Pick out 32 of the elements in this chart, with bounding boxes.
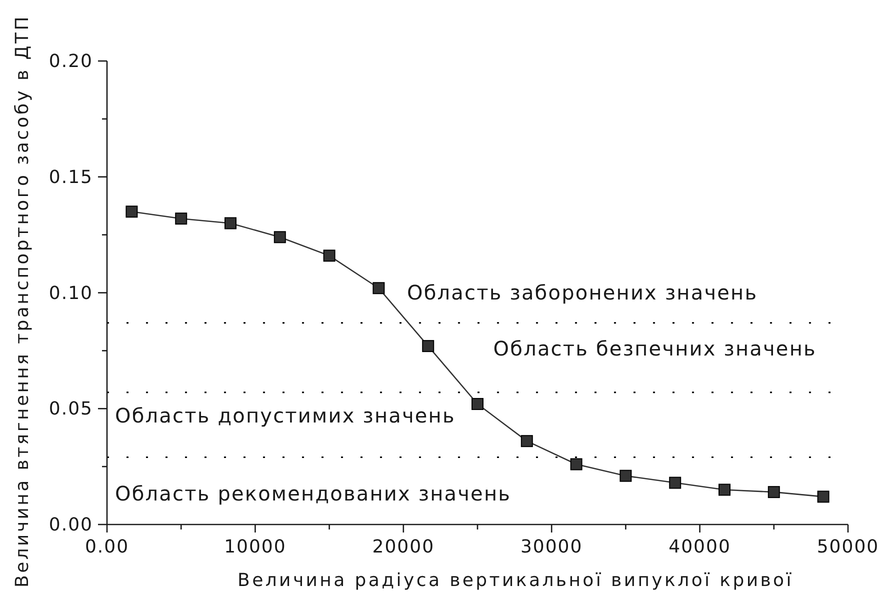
x-tick-label: 40000 (668, 536, 731, 557)
x-tick-label: 0.00 (84, 536, 130, 557)
x-tick-label: 20000 (372, 536, 435, 557)
point (520, 435, 533, 448)
point (126, 206, 138, 218)
point (323, 250, 336, 262)
point (274, 231, 286, 244)
x-tick-label: 30000 (520, 536, 583, 557)
point (669, 476, 682, 489)
point (817, 490, 830, 503)
point (718, 484, 731, 496)
y-tick-label: 0.20 (48, 50, 93, 72)
y-tick-label: 0.05 (48, 398, 93, 420)
annotation: Область допустимих значень (115, 403, 456, 428)
point (768, 486, 780, 498)
y-tick-label: 0.00 (48, 514, 93, 535)
y-axis-title: Величина втягнення транспортного засобу в ДТП (12, 14, 32, 588)
annotation: Область заборонених значень (407, 280, 758, 305)
y-tick-label: 0.15 (48, 166, 93, 188)
x-axis-title: Величина радіуса вертикальної випуклої кривої (238, 570, 794, 590)
point (224, 217, 236, 230)
point (472, 398, 484, 410)
annotation: Область рекомендованих значень (115, 482, 512, 506)
y-tick-label: 0.10 (48, 282, 93, 304)
point (175, 212, 188, 225)
point (422, 340, 434, 352)
point (620, 470, 632, 482)
point (372, 282, 385, 294)
annotation: Область безпечних значень (493, 336, 816, 361)
point (570, 458, 582, 470)
x-tick-label: 10000 (224, 536, 286, 557)
x-tick-label: 50000 (816, 536, 880, 557)
